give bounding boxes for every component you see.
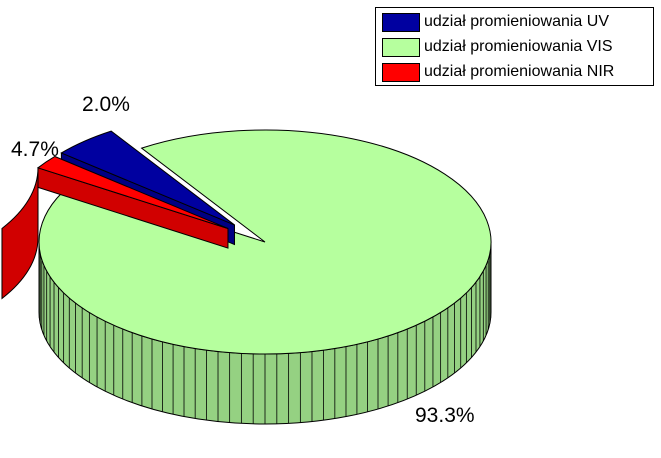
legend-item-nir: udział promieniowania NIR — [382, 61, 614, 83]
slice-uv — [60, 130, 235, 226]
slice-side-nir — [1, 167, 39, 300]
data-label-vis: 93.3% — [415, 404, 475, 427]
slice-nir — [36, 155, 229, 229]
legend-item-vis: udział promieniowania VIS — [382, 36, 613, 58]
legend-label-vis: udział promieniowania VIS — [424, 38, 613, 55]
pie-layer — [1, 129, 492, 425]
legend-swatch-vis — [382, 37, 420, 57]
legend-item-uv: udział promieniowania UV — [382, 11, 609, 33]
legend-label-nir: udział promieniowania NIR — [424, 63, 615, 80]
data-label-uv: 4.7% — [11, 138, 59, 161]
data-label-nir: 2.0% — [82, 93, 130, 116]
slice-vis — [38, 129, 492, 355]
legend-swatch-uv — [382, 12, 420, 32]
legend: udział promieniowania UV udział promieni… — [375, 7, 654, 86]
legend-swatch-nir — [382, 62, 420, 82]
legend-label-uv: udział promieniowania UV — [424, 13, 609, 30]
